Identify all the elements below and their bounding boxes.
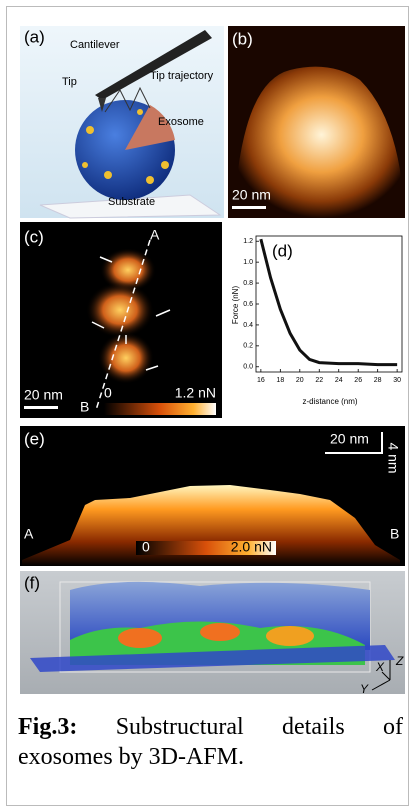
caption: Fig.3: Substructural details of exosomes…: [18, 712, 403, 772]
panel-label: (a): [24, 27, 45, 46]
scale-z-label: 4 nm: [385, 442, 401, 473]
hot-spot: [200, 623, 240, 641]
panel-label: (b): [232, 29, 253, 48]
hot-spot: [266, 626, 314, 646]
colorbar-min: 0: [142, 539, 150, 555]
panel-a: (a) Cantilever Tip Tip trajectory Exosom…: [20, 26, 224, 219]
scale-bar: [325, 432, 383, 454]
force-curve: [259, 238, 398, 367]
caption-text: Substructural details of exosomes by 3D-…: [18, 714, 404, 770]
x-tick-label: 30: [393, 377, 401, 384]
panel-b: (b) 20 nm: [228, 26, 405, 219]
axes-glyph: [371, 660, 391, 691]
trajectory-shape: [104, 86, 151, 113]
panel-label: (f): [24, 573, 40, 592]
annotation: Tip: [62, 76, 77, 88]
blob: [86, 282, 154, 338]
substrate-shape: [39, 194, 222, 219]
axis-label: X: [375, 660, 385, 674]
y-tick-label: 1.0: [243, 259, 253, 266]
y-tick-label: 1.2: [243, 238, 253, 245]
colorbar-max: 2.0 nN: [231, 539, 272, 555]
colorbar-min: 0: [104, 385, 112, 401]
panel-f: (f) Z X Y: [20, 571, 405, 696]
annotation: Tip trajectory: [150, 70, 214, 82]
point-label: A: [24, 526, 34, 542]
tip-shape: [98, 98, 106, 112]
cantilever-shape: [95, 30, 212, 100]
y-tick-label: 0.2: [243, 343, 253, 350]
x-tick-label: 28: [374, 377, 382, 384]
panel-label: (e): [24, 429, 45, 448]
scale-bar-label: 20 nm: [232, 187, 271, 203]
scale-bar: [232, 206, 266, 209]
annotation: Exosome: [158, 116, 204, 128]
annotation: Cantilever: [70, 39, 120, 51]
x-tick-label: 20: [296, 377, 304, 384]
x-tick-label: 18: [276, 377, 284, 384]
axis-label: Y: [360, 682, 369, 696]
y-tick-label: 0.6: [243, 301, 253, 308]
colorbar: [104, 403, 216, 415]
blob: [100, 248, 156, 292]
y-tick-label: 0.4: [243, 322, 253, 329]
figure-frame: [6, 6, 409, 806]
panel-e: (e) A B 20 nm 4 nm 0 2.0 nN: [20, 426, 405, 566]
panel-c: (c) A B 20 nm 0 1.2 nN: [20, 222, 222, 418]
scale-bar: [24, 406, 58, 409]
caption-label: Fig.3:: [18, 714, 78, 740]
scale-bar-label: 20 nm: [24, 387, 63, 403]
panel-label: (d): [272, 241, 293, 260]
y-axis-label: Force (nN): [231, 286, 240, 325]
blob: [98, 332, 154, 384]
arrows: [91, 256, 171, 371]
x-tick-label: 24: [335, 377, 343, 384]
figure: (a) Cantilever Tip Tip trajectory Exosom…: [20, 26, 405, 696]
x-tick-label: 16: [257, 377, 265, 384]
axis-label: Z: [395, 654, 404, 668]
x-tick-label: 26: [354, 377, 362, 384]
x-axis-label: z-distance (nm): [302, 397, 357, 406]
scale-x-label: 20 nm: [330, 431, 369, 447]
exosome-cut: [125, 105, 175, 150]
panel-d: (d) z-distance (nm) Force (nN) 0.0 0.2 0.4…: [228, 222, 405, 418]
profile: [22, 485, 400, 566]
colorbar-max: 1.2 nN: [175, 385, 216, 401]
point-label: B: [80, 399, 89, 415]
y-tick-label: 0.8: [243, 280, 253, 287]
y-tick-label: 0.0: [243, 364, 253, 371]
panel-label: (c): [24, 227, 44, 246]
proteins: [82, 109, 169, 184]
point-label: A: [150, 227, 160, 243]
point-label: B: [390, 526, 399, 542]
plane: [30, 645, 395, 672]
height-map: [238, 66, 405, 219]
panel-bg: [228, 222, 405, 418]
x-tick-label: 22: [315, 377, 323, 384]
annotation: Substrate: [108, 196, 155, 208]
hot-spot: [118, 628, 162, 648]
colorbar: [136, 541, 276, 555]
